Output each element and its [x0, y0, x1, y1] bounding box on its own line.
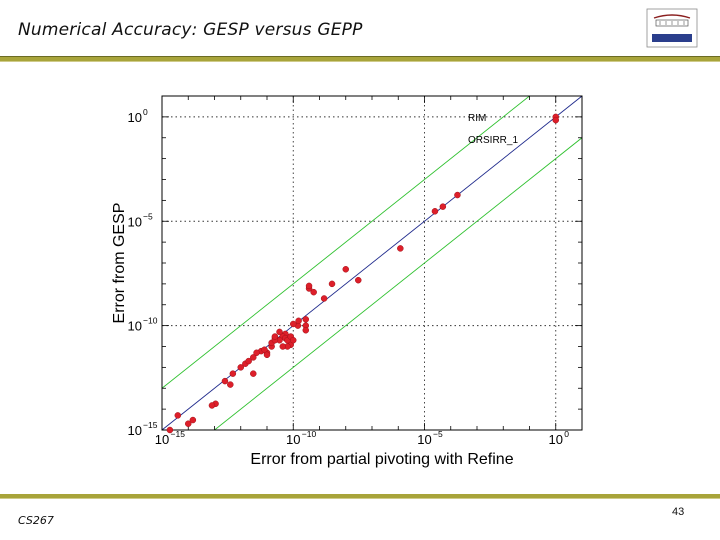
- data-points: [166, 113, 559, 434]
- reference-line-lower-bound: [213, 137, 582, 430]
- data-point-8: [328, 280, 336, 288]
- data-point-1: [552, 116, 559, 124]
- data-point-39: [250, 354, 257, 361]
- data-point-13: [302, 316, 310, 323]
- data-point-30: [276, 328, 283, 336]
- x-axis-label: Error from partial pivoting with Refine: [250, 451, 513, 468]
- footer-divider: [0, 494, 720, 499]
- svg-text:0: 0: [143, 107, 148, 117]
- data-point-32: [279, 343, 287, 350]
- svg-text:10: 10: [128, 319, 142, 334]
- data-point-53: [174, 412, 182, 419]
- y-tick-label-3: 10 0: [128, 107, 148, 125]
- svg-text:10: 10: [128, 423, 142, 438]
- slide-title: Numerical Accuracy: GESP versus GEPP: [18, 20, 363, 40]
- x-tick-label-0: 10 −15: [155, 429, 185, 447]
- svg-text:−10: −10: [143, 316, 158, 326]
- y-axis-label: Error from GESP: [111, 203, 128, 324]
- data-point-44: [229, 370, 237, 377]
- page-number: 43: [672, 506, 685, 518]
- data-point-45: [250, 370, 257, 377]
- data-point-49: [208, 402, 216, 409]
- svg-text:10: 10: [128, 214, 142, 229]
- data-point-50: [189, 416, 197, 424]
- data-point-6: [355, 276, 362, 284]
- data-point-9: [320, 295, 328, 302]
- institution-logo: [646, 8, 698, 48]
- annotation-rim: RIM: [468, 113, 486, 124]
- annotation-orsirr: ORSIRR_1: [468, 135, 518, 146]
- title-divider: [0, 56, 720, 62]
- data-point-43: [263, 351, 271, 359]
- data-point-3: [439, 203, 447, 210]
- svg-text:−10: −10: [302, 429, 317, 439]
- data-point-18: [295, 317, 302, 325]
- y-tick-label-2: 10 −5: [128, 211, 153, 229]
- data-point-15: [302, 327, 310, 334]
- data-point-2: [454, 191, 461, 199]
- svg-text:−15: −15: [171, 429, 186, 439]
- tick-marks: [161, 96, 582, 431]
- data-point-41: [261, 346, 268, 353]
- reference-line-diagonal: [162, 96, 582, 430]
- reference-line-upper-bound: [162, 96, 531, 389]
- data-point-5: [397, 245, 404, 252]
- data-point-7: [342, 266, 349, 273]
- x-tick-label-2: 10 −5: [417, 429, 443, 447]
- svg-text:10: 10: [155, 432, 169, 447]
- svg-text:−15: −15: [143, 420, 158, 430]
- data-point-38: [245, 357, 252, 365]
- data-point-31: [271, 333, 279, 340]
- data-point-35: [290, 336, 297, 344]
- reference-lines: [162, 96, 582, 430]
- y-tick-label-1: 10 −10: [128, 316, 158, 334]
- y-tick-label-0: 10 −15: [128, 420, 158, 438]
- data-point-51: [185, 420, 192, 427]
- data-point-42: [253, 349, 260, 357]
- svg-text:10: 10: [417, 432, 431, 447]
- data-point-47: [221, 377, 229, 385]
- svg-text:0: 0: [564, 429, 569, 439]
- x-tick-label-3: 10 0: [549, 429, 570, 447]
- data-point-11: [305, 282, 313, 290]
- data-point-36: [237, 364, 244, 371]
- data-point-46: [227, 381, 234, 388]
- data-point-52: [166, 426, 174, 434]
- svg-text:10: 10: [286, 432, 300, 447]
- footer-course-label: CS267: [18, 514, 54, 527]
- svg-text:10: 10: [128, 110, 142, 125]
- data-point-4: [431, 208, 439, 215]
- data-point-12: [310, 288, 317, 296]
- data-point-19: [290, 320, 297, 328]
- svg-text:10: 10: [549, 432, 563, 447]
- svg-text:−5: −5: [433, 429, 443, 439]
- svg-text:−5: −5: [143, 211, 153, 221]
- x-tick-label-1: 10 −10: [286, 429, 316, 447]
